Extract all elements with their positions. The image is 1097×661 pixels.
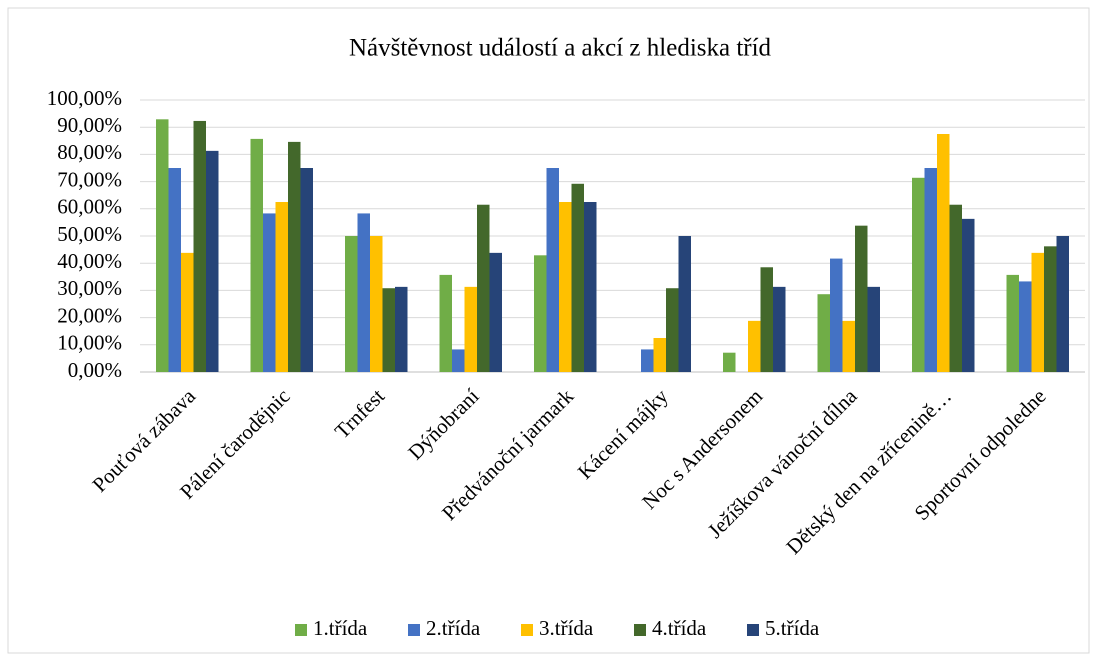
bar [855, 225, 868, 372]
legend-swatch [295, 624, 307, 636]
legend-label: 2.třída [426, 616, 481, 640]
bar [912, 177, 925, 372]
bar [357, 213, 370, 372]
bar [206, 150, 219, 372]
bar [489, 252, 502, 372]
bar [534, 255, 547, 372]
y-tick-label: 40,00% [57, 249, 122, 273]
bar [773, 286, 786, 372]
bar [1056, 236, 1069, 372]
bar [439, 274, 452, 372]
bar [395, 286, 408, 372]
bar [924, 168, 937, 372]
bar [584, 202, 597, 372]
bar [666, 288, 679, 372]
bar [345, 236, 358, 372]
bar [817, 294, 830, 372]
y-tick-label: 80,00% [57, 140, 122, 164]
y-tick-label: 90,00% [57, 113, 122, 137]
bar [641, 349, 654, 372]
y-tick-label: 60,00% [57, 195, 122, 219]
y-tick-label: 50,00% [57, 222, 122, 246]
legend-label: 4.třída [652, 616, 707, 640]
legend-label: 1.třída [313, 616, 368, 640]
bar [477, 204, 490, 372]
y-tick-label: 0,00% [68, 358, 122, 382]
bar [760, 267, 773, 372]
bar [937, 134, 950, 372]
bar [452, 349, 465, 372]
legend-swatch [521, 624, 533, 636]
legend-swatch [634, 624, 646, 636]
bar [830, 258, 843, 372]
bar [842, 320, 855, 372]
bar [263, 213, 276, 372]
bar [250, 138, 263, 372]
y-tick-label: 10,00% [57, 331, 122, 355]
bar [193, 120, 206, 372]
legend-label: 3.třída [539, 616, 594, 640]
bar [1044, 246, 1057, 372]
bar [867, 286, 880, 372]
bar [1019, 281, 1032, 372]
bar [1031, 252, 1044, 372]
bar [181, 252, 194, 372]
chart-title: Návštěvnost událostí a akcí z hlediska t… [349, 35, 772, 62]
legend-label: 5.třída [765, 616, 820, 640]
bar [962, 218, 975, 372]
bar [748, 320, 761, 372]
bar [288, 141, 301, 372]
legend-swatch [747, 624, 759, 636]
bar [653, 338, 666, 372]
bar [275, 202, 288, 372]
bar [168, 168, 181, 372]
bar [571, 183, 584, 372]
bar [300, 168, 313, 372]
bar [382, 288, 395, 372]
bar [370, 236, 383, 372]
bar [464, 286, 477, 372]
y-tick-label: 20,00% [57, 303, 122, 327]
bar [156, 119, 169, 372]
bar [678, 236, 691, 372]
bar [546, 168, 559, 372]
y-tick-label: 70,00% [57, 167, 122, 191]
bar [723, 352, 736, 372]
y-tick-label: 30,00% [57, 276, 122, 300]
y-tick-label: 100,00% [47, 86, 122, 110]
legend-swatch [408, 624, 420, 636]
bar [1006, 274, 1019, 372]
bar [949, 204, 962, 372]
bar [559, 202, 572, 372]
